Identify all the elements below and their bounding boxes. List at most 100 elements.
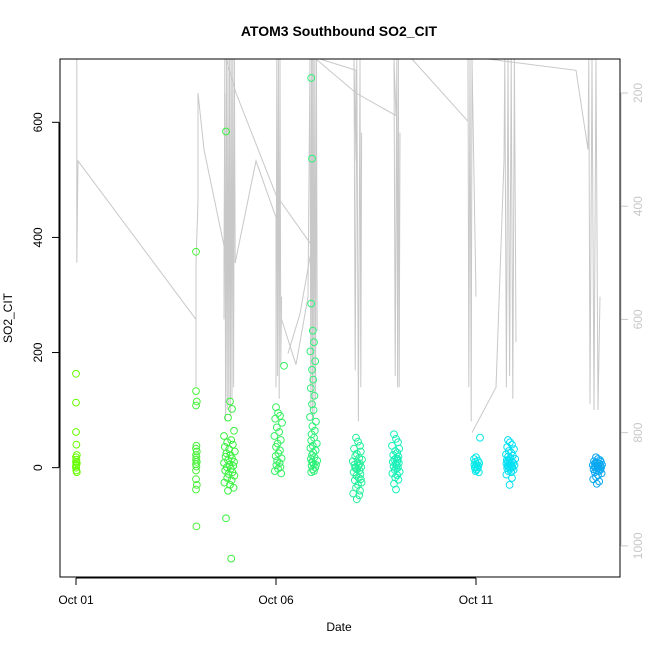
pressure-line-5	[225, 59, 313, 247]
data-point	[273, 456, 282, 465]
data-point	[352, 433, 360, 442]
data-point	[592, 479, 601, 488]
data-point	[72, 428, 80, 436]
data-point	[310, 391, 319, 400]
data-point	[272, 423, 281, 432]
data-point	[280, 361, 288, 370]
data-point	[228, 440, 237, 449]
data-point	[474, 468, 483, 477]
y-axis-label: SO2_CIT	[1, 292, 15, 343]
data-point	[307, 299, 316, 308]
data-point	[72, 440, 81, 449]
right-tick-label: 1000	[631, 532, 645, 559]
data-point	[308, 154, 316, 163]
data-point	[192, 522, 201, 531]
pressure-line-7	[315, 59, 401, 388]
pressure-trace	[76, 59, 601, 433]
data-point	[72, 398, 80, 407]
data-point	[356, 470, 365, 478]
data-point	[508, 440, 516, 449]
data-point	[306, 347, 315, 356]
right-tick-label: 800	[631, 422, 645, 442]
data-point	[473, 463, 482, 472]
data-point	[310, 338, 318, 347]
data-point	[72, 458, 80, 466]
data-point	[192, 447, 201, 456]
data-point	[224, 413, 232, 422]
data-point	[227, 436, 236, 444]
data-point	[394, 475, 403, 484]
pressure-line-1	[223, 59, 236, 422]
data-point	[272, 461, 281, 470]
data-point	[503, 443, 512, 451]
data-point	[230, 447, 239, 456]
data-point	[220, 432, 228, 440]
data-point	[275, 428, 284, 436]
data-point	[222, 127, 230, 136]
data-point	[192, 387, 200, 396]
data-point	[308, 365, 316, 374]
chart-title: ATOM3 Southbound SO2_CIT	[241, 23, 438, 39]
data-point	[192, 462, 201, 471]
data-point	[72, 463, 80, 472]
data-point	[278, 418, 286, 427]
data-point	[508, 474, 516, 482]
x-tick-label: Oct 06	[258, 593, 294, 607]
right-tick-label: 400	[631, 196, 645, 216]
data-point	[356, 475, 365, 484]
data-point	[595, 477, 604, 486]
data-point	[307, 468, 316, 477]
data-point	[309, 375, 318, 384]
data-point	[390, 479, 398, 488]
y-tick-label: 0	[31, 464, 45, 471]
data-point	[352, 449, 361, 458]
x-axis-label: Date	[326, 620, 352, 634]
data-point	[392, 485, 400, 494]
plot-frame	[59, 58, 621, 578]
pressure-line-0	[76, 59, 226, 388]
data-point	[393, 455, 402, 463]
data-point	[597, 469, 606, 478]
data-point	[308, 326, 317, 335]
data-point	[509, 466, 518, 474]
data-point	[222, 514, 230, 523]
data-point	[226, 397, 234, 406]
data-points	[72, 74, 606, 563]
data-point	[192, 481, 201, 489]
right-axis: 200 400 600 800 1000	[620, 83, 645, 559]
pressure-line-8	[411, 59, 477, 422]
y-axis: 0 200 400 600	[31, 112, 60, 471]
data-point	[476, 433, 484, 442]
data-point	[72, 369, 80, 378]
data-point	[312, 439, 321, 448]
data-point	[471, 467, 480, 476]
data-point	[352, 495, 361, 504]
data-point	[356, 486, 364, 495]
data-point	[228, 405, 236, 413]
data-point	[192, 397, 201, 406]
data-point	[505, 481, 514, 489]
data-point	[227, 554, 236, 563]
right-tick-label: 600	[631, 309, 645, 329]
data-point	[350, 444, 358, 453]
pressure-line-10	[487, 59, 601, 411]
pressure-line-2	[234, 59, 283, 399]
data-point	[192, 475, 200, 484]
data-point	[277, 454, 286, 463]
data-point	[502, 470, 511, 479]
data-point	[307, 74, 316, 82]
data-point	[192, 247, 200, 256]
data-point	[395, 444, 404, 453]
data-point	[220, 459, 228, 467]
data-point	[192, 441, 201, 450]
data-point	[388, 469, 397, 478]
x-axis: Oct 01 Oct 06 Oct 11	[58, 577, 494, 607]
data-point	[277, 469, 286, 478]
data-point	[227, 476, 236, 485]
data-point	[270, 432, 279, 440]
data-point	[351, 463, 360, 472]
data-point	[72, 468, 81, 477]
pressure-line-4	[287, 59, 313, 354]
data-point	[306, 413, 314, 421]
